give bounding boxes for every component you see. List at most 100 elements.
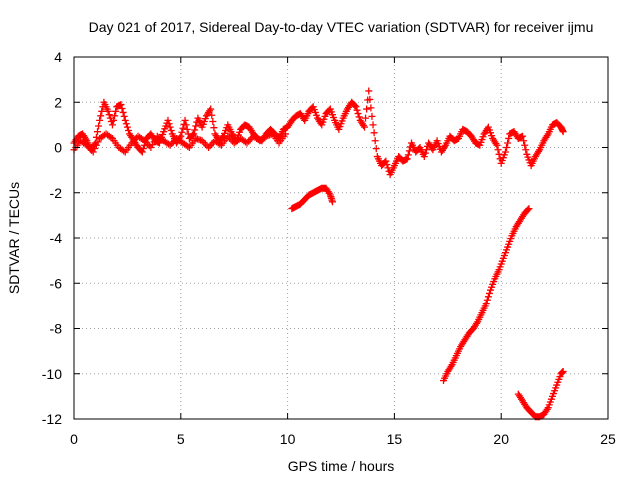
data-point bbox=[352, 103, 360, 111]
data-point bbox=[522, 146, 530, 154]
data-point bbox=[351, 102, 359, 110]
data-point bbox=[96, 116, 104, 124]
y-tick-label: -2 bbox=[50, 185, 63, 201]
data-point bbox=[209, 117, 217, 125]
chart-title: Day 021 of 2017, Sidereal Day-to-day VTE… bbox=[89, 19, 594, 35]
data-point bbox=[95, 122, 103, 130]
data-point bbox=[421, 149, 429, 157]
data-points-layer bbox=[70, 87, 567, 421]
data-point bbox=[484, 293, 492, 301]
x-tick-label: 0 bbox=[70, 431, 78, 447]
y-tick-label: 4 bbox=[54, 49, 62, 65]
data-point bbox=[189, 131, 197, 139]
data-point bbox=[210, 124, 218, 132]
data-point bbox=[559, 367, 567, 375]
data-point bbox=[107, 133, 115, 141]
data-point bbox=[519, 132, 527, 140]
data-point bbox=[92, 141, 100, 149]
data-point bbox=[166, 123, 174, 131]
data-point bbox=[165, 120, 173, 128]
data-point bbox=[382, 157, 390, 165]
y-tick-label: -12 bbox=[42, 411, 62, 427]
data-point bbox=[559, 128, 567, 136]
data-point bbox=[207, 105, 215, 113]
data-point bbox=[371, 137, 379, 145]
data-point bbox=[117, 101, 125, 109]
x-tick-label: 10 bbox=[280, 431, 296, 447]
plot-frame bbox=[73, 56, 609, 420]
data-point bbox=[138, 148, 146, 156]
data-point bbox=[360, 123, 368, 131]
data-point bbox=[89, 148, 97, 156]
data-point bbox=[482, 300, 490, 308]
series-rising-segment bbox=[440, 205, 533, 385]
series-bottom-arc bbox=[514, 367, 567, 421]
data-point bbox=[118, 104, 126, 112]
data-point bbox=[281, 130, 289, 138]
data-point bbox=[365, 87, 373, 95]
data-point bbox=[122, 120, 130, 128]
data-point bbox=[123, 123, 131, 131]
data-point bbox=[104, 107, 112, 115]
data-point bbox=[97, 112, 105, 120]
data-point bbox=[105, 111, 113, 119]
y-axis-label: SDTVAR / TECUs bbox=[6, 182, 22, 294]
data-point bbox=[370, 129, 378, 137]
x-tick-label: 5 bbox=[177, 431, 185, 447]
data-point bbox=[501, 148, 509, 156]
x-axis-label: GPS time / hours bbox=[288, 458, 395, 474]
data-point bbox=[191, 126, 199, 134]
data-point bbox=[485, 289, 493, 297]
data-point bbox=[363, 105, 371, 113]
data-point bbox=[120, 112, 128, 120]
data-point bbox=[192, 122, 200, 130]
data-point bbox=[493, 141, 501, 149]
data-point bbox=[369, 121, 377, 129]
y-tick-label: 2 bbox=[54, 94, 62, 110]
data-point bbox=[505, 134, 513, 142]
data-point bbox=[354, 110, 362, 118]
data-point bbox=[121, 116, 129, 124]
data-point bbox=[405, 147, 413, 155]
x-tick-label: 25 bbox=[600, 431, 616, 447]
data-point bbox=[178, 128, 186, 136]
data-point bbox=[520, 137, 528, 145]
data-point bbox=[108, 121, 116, 129]
data-point bbox=[383, 160, 391, 168]
x-tick-label: 20 bbox=[493, 431, 509, 447]
data-point bbox=[91, 145, 99, 153]
data-point bbox=[124, 127, 132, 135]
data-point bbox=[183, 125, 191, 133]
data-point bbox=[368, 112, 376, 120]
data-point bbox=[94, 138, 102, 146]
y-tick-label: -4 bbox=[50, 230, 63, 246]
data-point bbox=[111, 112, 119, 120]
data-point bbox=[181, 116, 189, 124]
data-point bbox=[164, 116, 172, 124]
data-point bbox=[184, 142, 192, 150]
data-point bbox=[494, 146, 502, 154]
data-point bbox=[525, 205, 533, 213]
data-point bbox=[404, 151, 412, 159]
data-point bbox=[483, 296, 491, 304]
data-point bbox=[372, 145, 380, 153]
data-point bbox=[179, 124, 187, 132]
data-point bbox=[119, 108, 127, 116]
data-point bbox=[328, 198, 336, 206]
data-point bbox=[110, 116, 118, 124]
x-tick-label: 15 bbox=[387, 431, 403, 447]
data-point bbox=[190, 130, 198, 138]
data-point bbox=[420, 153, 428, 161]
data-point bbox=[167, 127, 175, 135]
data-point bbox=[353, 106, 361, 114]
grid-layer bbox=[74, 57, 608, 419]
data-point bbox=[120, 147, 128, 155]
y-tick-label: -10 bbox=[42, 366, 62, 382]
data-point bbox=[403, 155, 411, 163]
data-point bbox=[98, 107, 106, 115]
data-point bbox=[504, 139, 512, 147]
data-point bbox=[366, 95, 374, 103]
data-point bbox=[182, 121, 190, 129]
